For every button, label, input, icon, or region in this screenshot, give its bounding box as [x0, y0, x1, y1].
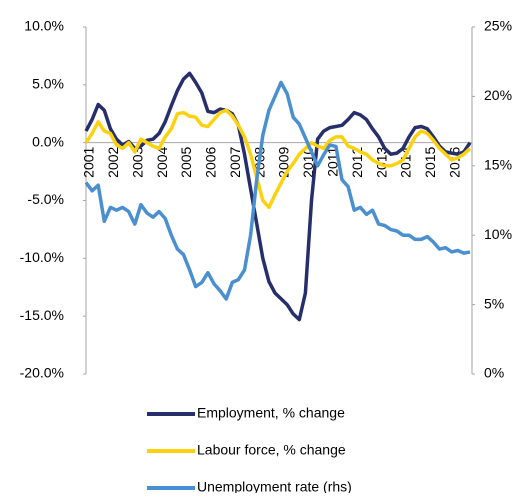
y2-tick-label: 10% [484, 226, 512, 242]
y-tick-label: 5.0% [32, 76, 64, 92]
legend-label: Employment, % change [197, 405, 345, 421]
x-tick-label: 2012 [349, 146, 365, 177]
x-tick-label: 2014 [398, 146, 414, 177]
x-tick-label: 2002 [105, 146, 121, 177]
x-tick-label: 2013 [373, 146, 389, 177]
y-tick-label: 0.0% [32, 133, 64, 149]
series-line [84, 80, 471, 301]
y2-tick-label: 0% [484, 365, 504, 381]
y2-tick-label: 25% [484, 18, 512, 34]
y-tick-label: 10.0% [24, 18, 64, 34]
x-tick-label: 2003 [129, 146, 145, 177]
x-tick-label: 2015 [422, 146, 438, 177]
x-tick-label: 2004 [154, 146, 170, 177]
y-tick-label: -15.0% [20, 307, 64, 323]
x-tick-label: 2007 [227, 146, 243, 177]
x-tick-label: 2005 [178, 146, 194, 177]
x-tick-label: 2001 [81, 146, 97, 177]
legend-label: Unemployment rate (rhs) [197, 479, 352, 493]
x-tick-label: 2009 [276, 146, 292, 177]
y-tick-label: -20.0% [20, 365, 64, 381]
y2-tick-label: 20% [484, 87, 512, 103]
y-tick-label: -10.0% [20, 249, 64, 265]
x-tick-label: 2006 [203, 146, 219, 177]
y2-tick-label: 5% [484, 295, 504, 311]
legend-label: Labour force, % change [197, 442, 346, 458]
series-line [84, 71, 472, 322]
y2-tick-label: 15% [484, 157, 512, 173]
y-tick-label: -5.0% [27, 191, 64, 207]
series-line [84, 108, 472, 210]
